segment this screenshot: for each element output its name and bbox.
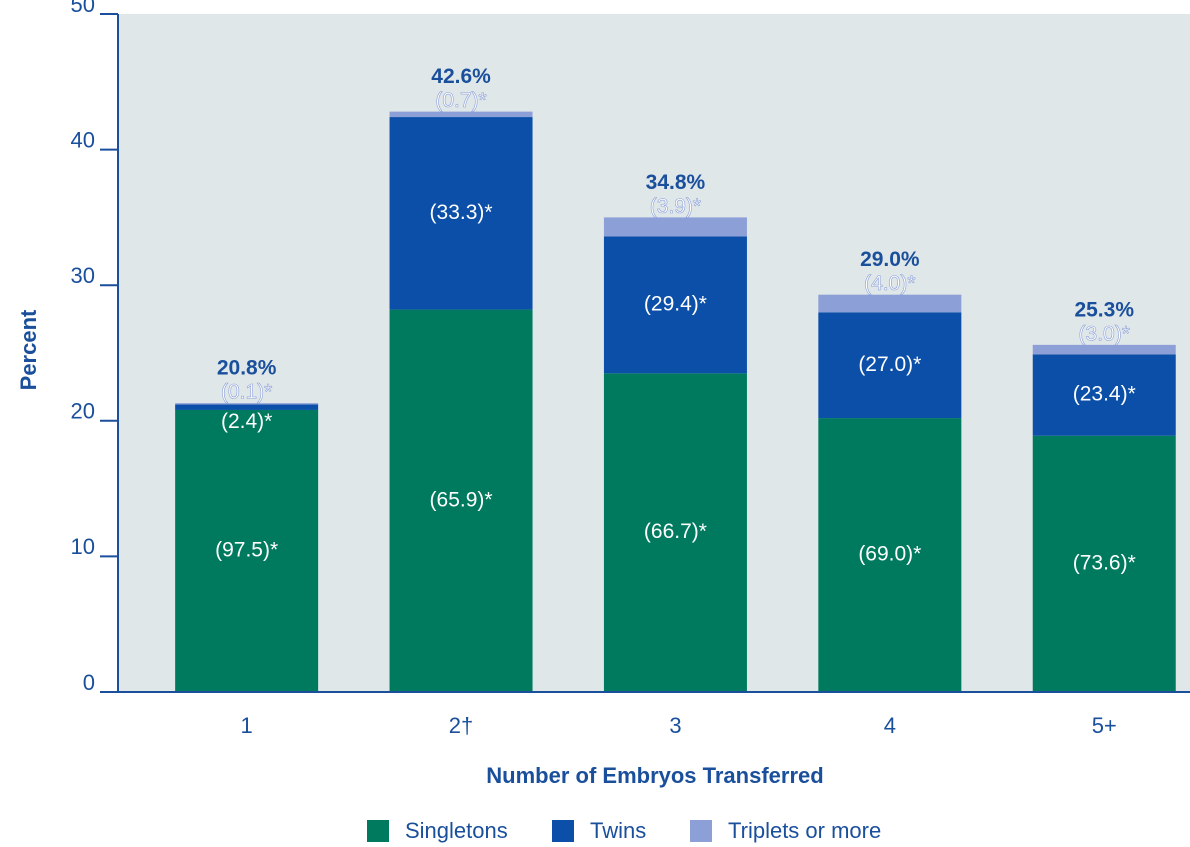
legend-swatch (367, 820, 389, 842)
x-tick-label: 2† (449, 713, 473, 738)
total-label: 42.6% (431, 65, 491, 88)
total-label: 20.8% (217, 357, 277, 380)
y-tick-label: 10 (71, 534, 95, 559)
bar-segment (1032, 344, 1176, 355)
segment-label: (69.0)* (858, 543, 921, 566)
bar-segment (1032, 354, 1176, 436)
bar-segment (818, 418, 962, 692)
bar-segment (175, 409, 319, 692)
segment-label: (0.1)* (221, 381, 272, 404)
bar-segment (818, 294, 962, 313)
y-tick-label: 40 (71, 127, 95, 152)
total-label: 34.8% (646, 171, 706, 194)
bar-segment (603, 217, 747, 237)
segment-label: (0.7)* (435, 89, 486, 112)
y-tick-label: 30 (71, 263, 95, 288)
x-tick-label: 4 (884, 713, 896, 738)
y-tick-label: 50 (71, 0, 95, 17)
segment-label: (27.0)* (858, 353, 921, 376)
legend-label: Triplets or more (728, 818, 881, 843)
segment-label: (97.5)* (215, 539, 278, 562)
bar-segment (818, 312, 962, 419)
bar-segment (603, 236, 747, 374)
segment-label: (66.7)* (644, 520, 707, 543)
bar-segment (175, 404, 319, 410)
segment-label: (33.3)* (430, 201, 493, 224)
y-tick-label: 20 (71, 399, 95, 424)
segment-label: (3.9)* (650, 195, 701, 218)
legend-label: Twins (590, 818, 646, 843)
bar-segment (389, 111, 533, 118)
segment-label: (29.4)* (644, 292, 707, 315)
segment-label: (2.4)* (221, 410, 272, 433)
total-label: 25.3% (1074, 298, 1134, 321)
bar-segment (1032, 435, 1176, 692)
x-tick-label: 1 (241, 713, 253, 738)
bar-segment (389, 309, 533, 692)
total-label: 29.0% (860, 248, 920, 271)
bar-segment (389, 117, 533, 310)
segment-label: (73.6)* (1073, 551, 1136, 574)
bar-segment (603, 373, 747, 692)
segment-label: (23.4)* (1073, 383, 1136, 406)
segment-label: (65.9)* (430, 488, 493, 511)
x-tick-label: 3 (669, 713, 681, 738)
segment-label: (3.0)* (1079, 322, 1130, 345)
x-axis-label: Number of Embryos Transferred (486, 763, 823, 788)
segment-label: (4.0)* (864, 272, 915, 295)
legend-swatch (690, 820, 712, 842)
y-tick-label: 0 (83, 670, 95, 695)
bar-segment (175, 403, 319, 405)
x-tick-label: 5+ (1092, 713, 1117, 738)
legend-swatch (552, 820, 574, 842)
y-axis-label: Percent (16, 309, 41, 390)
legend-label: Singletons (405, 818, 508, 843)
